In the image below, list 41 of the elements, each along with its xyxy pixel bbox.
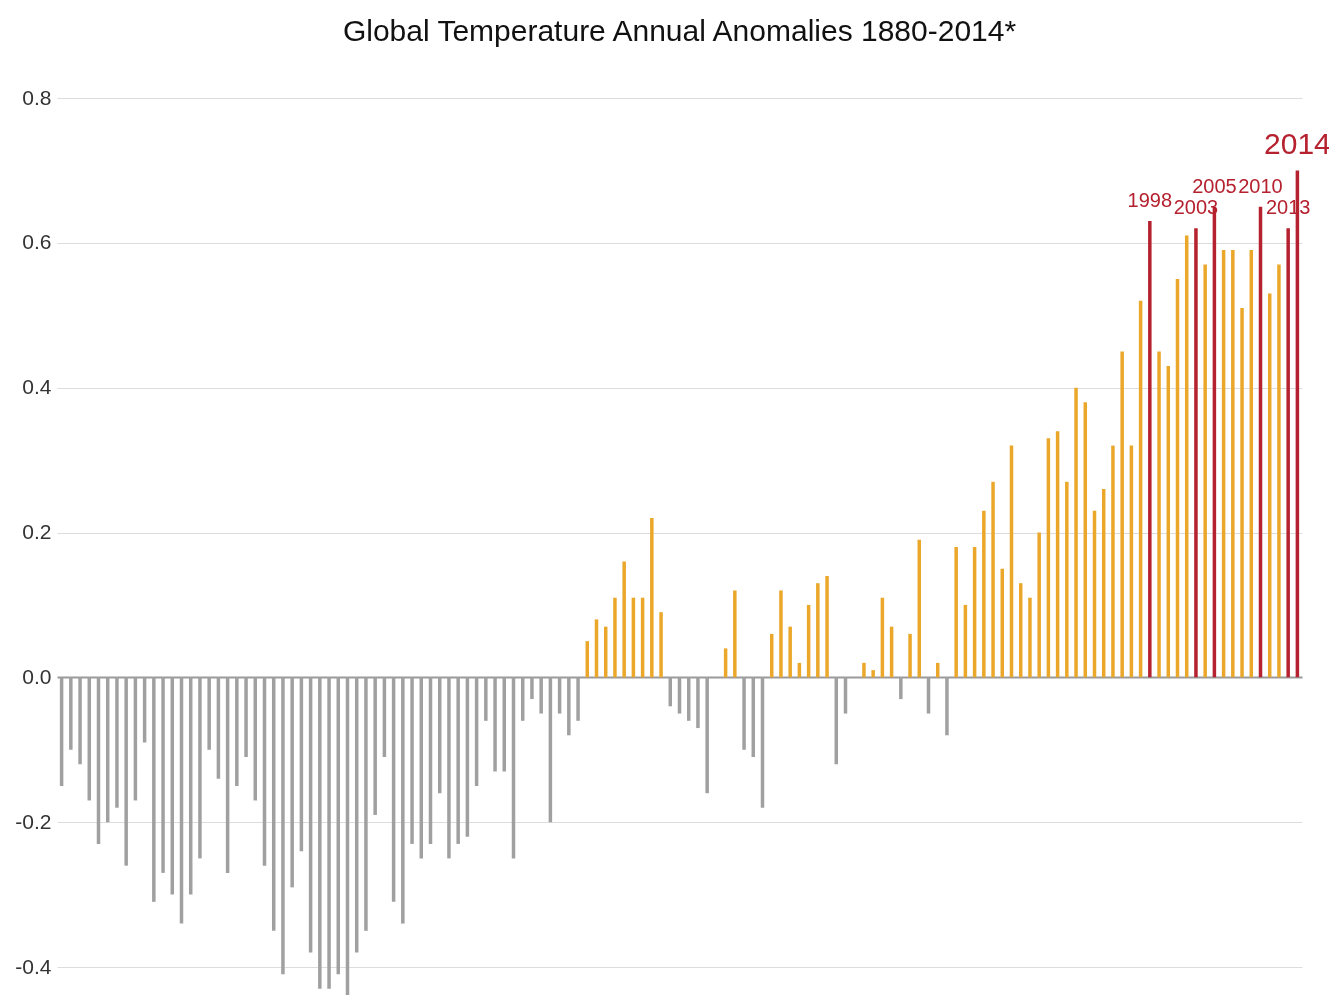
bar <box>908 633 912 678</box>
bar <box>825 575 829 678</box>
bar <box>1148 221 1152 678</box>
bar <box>871 670 875 678</box>
x-tick-label: 2010 <box>1238 174 1283 197</box>
bar <box>779 590 783 678</box>
bar <box>1240 308 1244 678</box>
y-tick-label: 0.2 <box>22 520 52 544</box>
bar <box>991 481 995 678</box>
bar <box>1120 351 1124 678</box>
bar <box>862 662 866 678</box>
chart-title: Global Temperature Annual Anomalies 1880-2014* <box>342 14 1017 47</box>
y-tick-label: -0.4 <box>15 954 52 978</box>
bar <box>982 510 986 678</box>
bar <box>1277 264 1281 678</box>
bar <box>650 518 654 678</box>
y-tick-label: -0.2 <box>15 809 52 833</box>
bar <box>788 626 792 678</box>
bar <box>1028 597 1032 678</box>
bar <box>1065 481 1069 678</box>
bar <box>816 583 820 678</box>
bar <box>659 612 663 678</box>
y-tick-label: 0.0 <box>22 664 52 688</box>
y-tick-label: 0.6 <box>22 230 52 254</box>
bar <box>954 547 958 678</box>
bar <box>733 590 737 678</box>
y-tick-label: 0.8 <box>22 85 52 109</box>
bar <box>1286 228 1290 678</box>
bar <box>622 561 626 678</box>
bar <box>1231 250 1235 678</box>
bar <box>1157 351 1161 678</box>
y-tick-label: 0.4 <box>22 375 52 399</box>
x-tick-label: 1998 <box>1127 189 1173 212</box>
bar <box>1203 264 1207 678</box>
x-tick-label: 2014 <box>1264 127 1329 161</box>
bar <box>1037 532 1041 678</box>
x-tick-label: 2005 <box>1192 174 1237 197</box>
bar <box>1194 228 1198 678</box>
bar <box>1111 445 1115 678</box>
bar <box>613 597 617 678</box>
bar <box>1074 387 1078 678</box>
